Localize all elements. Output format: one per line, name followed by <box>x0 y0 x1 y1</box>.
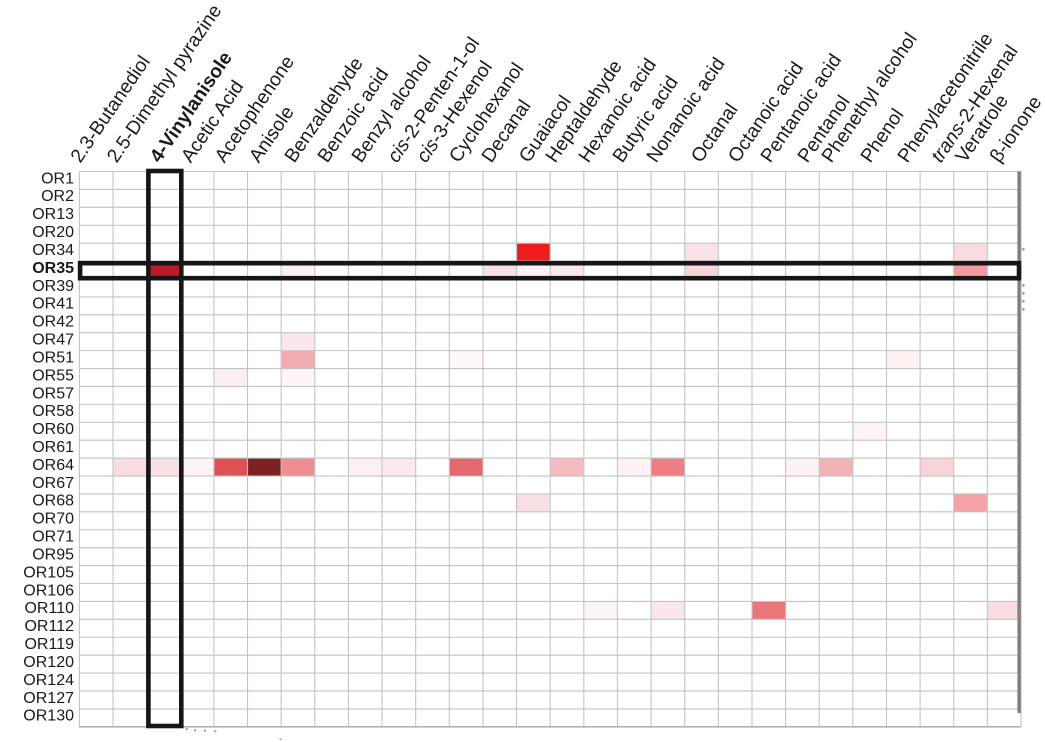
svg-text:OR130: OR130 <box>23 708 74 725</box>
svg-text:OR119: OR119 <box>24 636 74 653</box>
svg-text:OR41: OR41 <box>32 296 74 313</box>
svg-text:OR13: OR13 <box>32 206 74 223</box>
svg-text:OR47: OR47 <box>32 332 74 349</box>
svg-text:OR2: OR2 <box>41 188 74 205</box>
svg-text:OR35: OR35 <box>32 260 74 277</box>
svg-text:OR51: OR51 <box>32 349 74 366</box>
svg-text:OR112: OR112 <box>24 618 74 635</box>
svg-text:OR34: OR34 <box>32 242 74 259</box>
svg-text:OR57: OR57 <box>32 385 74 402</box>
svg-text:OR68: OR68 <box>32 493 74 510</box>
svg-text:OR120: OR120 <box>23 654 74 671</box>
svg-text:OR110: OR110 <box>24 600 74 617</box>
svg-text:OR1: OR1 <box>41 170 74 187</box>
svg-text:OR106: OR106 <box>23 582 74 599</box>
svg-text:OR127: OR127 <box>23 690 74 707</box>
svg-text:OR39: OR39 <box>32 278 74 295</box>
svg-text:OR64: OR64 <box>32 457 74 474</box>
svg-text:OR20: OR20 <box>32 224 74 241</box>
svg-text:OR67: OR67 <box>32 475 74 492</box>
svg-text:OR55: OR55 <box>32 367 74 384</box>
svg-text:OR70: OR70 <box>32 511 74 528</box>
svg-text:OR105: OR105 <box>23 564 74 581</box>
svg-text:OR61: OR61 <box>32 439 74 456</box>
svg-text:OR71: OR71 <box>32 529 74 546</box>
svg-text:OR95: OR95 <box>32 546 74 563</box>
svg-text:OR60: OR60 <box>32 421 74 438</box>
svg-text:OR42: OR42 <box>32 314 74 331</box>
svg-text:OR58: OR58 <box>32 403 74 420</box>
svg-text:OR124: OR124 <box>23 672 74 689</box>
